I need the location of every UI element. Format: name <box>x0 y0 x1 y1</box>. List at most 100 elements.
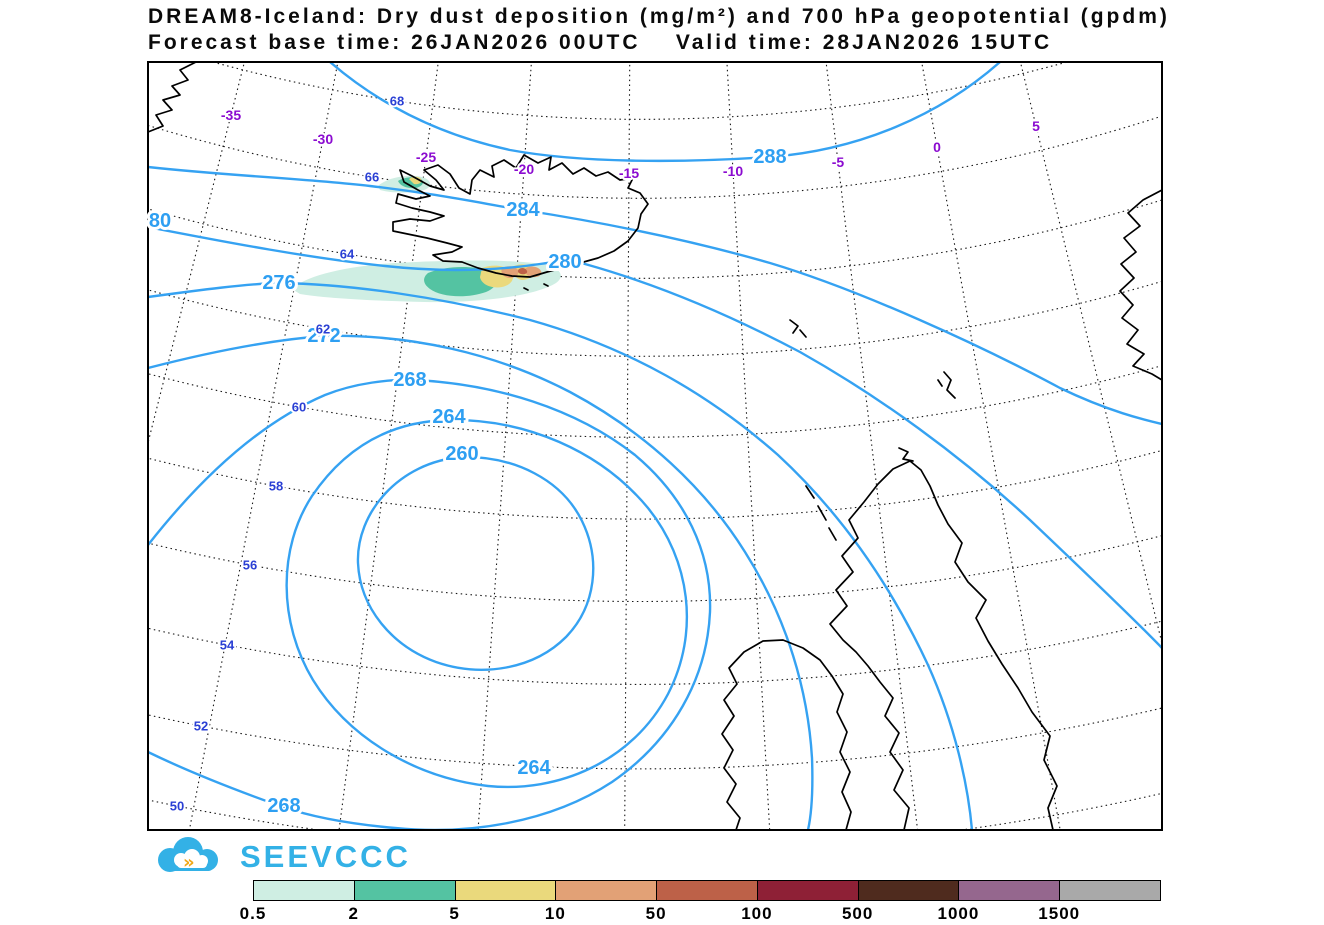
latitude-label-layer: 68 66 64 62 60 58 56 54 52 50 <box>168 92 406 816</box>
colorbar-segment <box>857 880 960 901</box>
latitude-label: 66 <box>365 170 379 185</box>
seevccc-logo: » SEEVCCC <box>150 836 411 878</box>
great-britain-coastline <box>829 460 1058 830</box>
map-border <box>147 61 1163 831</box>
longitude-gridline <box>188 62 339 830</box>
contour-280 <box>148 225 1162 650</box>
iceland-coastline <box>392 154 649 278</box>
longitude-label: -5 <box>832 154 845 170</box>
contour-284 <box>148 165 1162 426</box>
latitude-gridline <box>148 619 1162 685</box>
colorbar-segment <box>1059 880 1161 901</box>
latitude-gridline <box>211 62 1069 120</box>
colorbar-tick: 100 <box>741 904 773 923</box>
colorbar-segment <box>958 880 1061 901</box>
latitude-label: 62 <box>316 322 330 337</box>
latitude-gridline <box>148 706 1162 769</box>
colorbar-tick: 2 <box>348 904 359 923</box>
latitude-label: 64 <box>340 247 355 262</box>
longitude-label: -15 <box>619 165 639 181</box>
orkney-islands <box>898 447 914 462</box>
geopotential-contour-label: 80 <box>149 210 171 232</box>
geopotential-contour-label: 260 <box>445 443 478 465</box>
colorbar-segment <box>454 880 557 901</box>
latitude-gridline <box>148 115 1162 199</box>
contour-260 <box>356 455 595 671</box>
page-title: DREAM8-Iceland: Dry dust deposition (mg/… <box>148 5 1170 28</box>
colorbar-segment <box>253 880 355 901</box>
colorbar-tick: 500 <box>841 904 874 923</box>
contour-276 <box>148 281 974 830</box>
logo-arrow-icon: » <box>183 852 195 873</box>
colorbar-segment <box>353 880 456 901</box>
contour-288 <box>328 62 1002 163</box>
geopotential-contour-label: 268 <box>393 369 426 391</box>
longitude-gridline <box>338 62 439 830</box>
latitude-gridline <box>148 364 1162 438</box>
geopotential-contour-label: 284 <box>506 199 540 221</box>
latitude-label: 58 <box>269 479 283 494</box>
longitude-gridline <box>726 62 771 830</box>
geopotential-contour-label: 264 <box>517 757 551 779</box>
colorbar-segment <box>555 880 658 901</box>
longitude-gridline <box>825 62 919 830</box>
latitude-label: 68 <box>390 94 404 109</box>
longitude-gridline <box>148 62 245 445</box>
longitude-label: -25 <box>416 149 436 165</box>
geopotential-contour-label: 268 <box>267 795 300 817</box>
norway-coastline <box>1119 189 1162 381</box>
colorbar-segment <box>756 880 859 901</box>
longitude-label: -30 <box>313 131 333 147</box>
greenland-coastline <box>148 62 197 133</box>
latitude-label: 50 <box>170 799 184 814</box>
geopotential-contour-label: 264 <box>432 406 466 428</box>
longitude-label: -35 <box>221 107 241 123</box>
colorbar-tick: 5 <box>449 904 460 923</box>
colorbar-tick: 1000 <box>937 904 980 923</box>
colorbar-ticks: 0.5 2 5 10 50 100 500 1000 1500 <box>240 904 1161 924</box>
longitude-label: -20 <box>514 161 534 177</box>
geopotential-contour-label: 288 <box>753 146 786 168</box>
contour-label-layer: 288 284 280 80 276 272 268 264 260 264 268 <box>146 143 790 820</box>
geopotential-contours <box>148 62 1162 830</box>
latitude-label: 54 <box>220 638 235 653</box>
geopotential-contour-label: 272 <box>307 325 340 347</box>
latitude-label: 56 <box>243 558 257 573</box>
geopotential-contour-label: 280 <box>548 251 581 273</box>
colorbar-segments <box>253 880 1161 901</box>
logo-text: SEEVCCC <box>240 839 411 874</box>
shetland-islands <box>937 371 956 399</box>
longitude-gridline <box>1019 62 1162 646</box>
latitude-gridline <box>148 280 1162 357</box>
colorbar-segment <box>656 880 758 901</box>
latitude-gridline <box>148 198 1162 279</box>
longitude-label: 5 <box>1032 118 1040 134</box>
longitude-label-layer: -35 -30 -25 -20 -15 -10 -5 0 5 <box>219 105 1042 183</box>
longitude-gridline <box>921 62 1061 830</box>
contour-264 <box>285 418 689 789</box>
longitude-label: -10 <box>723 163 743 179</box>
contour-268 <box>148 378 712 830</box>
chart-header: DREAM8-Iceland: Dry dust deposition (mg/… <box>148 4 1170 56</box>
latitude-label: 60 <box>292 400 306 415</box>
hebrides-islands <box>805 485 837 541</box>
page-subtitle: Forecast base time: 26JAN2026 00UTC Vali… <box>148 31 1053 54</box>
colorbar-tick: 0.5 <box>239 904 267 923</box>
colorbar-tick: 10 <box>544 904 566 923</box>
coastlines <box>148 62 1162 830</box>
faroe-islands <box>789 319 807 338</box>
colorbar-legend: 0.5 2 5 10 50 100 500 1000 1500 <box>240 880 1163 924</box>
colorbar-tick: 1500 <box>1038 904 1081 923</box>
graticule-grid <box>148 62 1162 830</box>
cloud-logo-icon: » <box>158 837 218 873</box>
latitude-label: 52 <box>194 719 208 734</box>
latitude-gridline <box>148 792 1162 830</box>
longitude-label: 0 <box>933 139 941 155</box>
contour-272 <box>148 334 814 830</box>
ireland-coastline <box>721 639 852 830</box>
colorbar-tick: 50 <box>645 904 667 923</box>
geopotential-contour-label: 276 <box>262 272 295 294</box>
latitude-gridline <box>148 534 1162 602</box>
